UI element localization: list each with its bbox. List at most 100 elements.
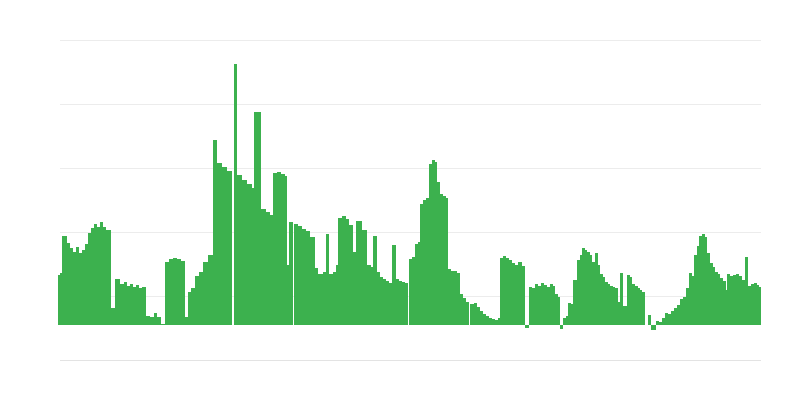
bar: [648, 315, 651, 325]
bar: [592, 262, 595, 325]
bar: [580, 255, 582, 325]
bar: [85, 244, 88, 325]
bar: [603, 277, 605, 325]
bar: [133, 287, 136, 325]
bar: [474, 303, 477, 325]
bar: [605, 282, 608, 325]
bar: [671, 311, 674, 325]
bar: [463, 298, 466, 325]
bar: [130, 284, 133, 325]
bar: [480, 311, 483, 325]
bar: [532, 288, 535, 325]
bar: [553, 286, 555, 325]
bar: [154, 313, 157, 325]
bar: [571, 304, 573, 325]
bar: [88, 233, 91, 325]
bar: [498, 318, 500, 325]
bar: [392, 245, 396, 325]
bar: [373, 236, 377, 325]
bar: [323, 272, 326, 325]
bar: [748, 286, 751, 325]
bar: [547, 287, 550, 325]
bar: [568, 303, 571, 325]
bar: [742, 280, 745, 325]
bar: [222, 167, 227, 325]
bar: [142, 287, 146, 325]
bar: [759, 287, 761, 325]
bar: [247, 184, 252, 325]
bar: [509, 260, 512, 325]
bar: [736, 274, 739, 325]
gridline: [60, 360, 761, 361]
bar: [169, 259, 173, 325]
bar: [289, 222, 293, 325]
bar: [702, 234, 705, 325]
bar: [188, 292, 191, 325]
bar: [582, 248, 585, 325]
bar: [623, 306, 627, 325]
bar: [466, 302, 469, 325]
bar: [261, 209, 266, 325]
bar: [618, 302, 620, 325]
bar: [518, 262, 522, 325]
bar: [489, 318, 492, 325]
bar: [689, 273, 692, 325]
bar: [415, 244, 418, 325]
bar: [383, 279, 386, 325]
bar: [405, 283, 408, 325]
bar: [656, 321, 659, 325]
bar: [715, 272, 718, 325]
bar: [610, 286, 613, 325]
bar: [252, 188, 254, 325]
bar: [538, 286, 541, 325]
bar: [674, 308, 677, 325]
bar: [477, 307, 480, 325]
bar: [106, 230, 111, 325]
bar: [677, 305, 680, 325]
bar: [338, 218, 342, 325]
bar: [451, 271, 454, 325]
gridline: [60, 232, 761, 233]
bar: [686, 288, 689, 325]
bar: [115, 279, 120, 325]
bar: [483, 314, 486, 325]
bar: [492, 319, 495, 325]
bar: [409, 259, 412, 325]
bar: [82, 250, 85, 325]
bar: [727, 274, 730, 325]
bar: [97, 227, 100, 325]
bar: [640, 290, 642, 325]
bar: [535, 284, 538, 325]
bar: [590, 255, 592, 325]
bar: [697, 246, 699, 325]
bar: [754, 283, 757, 325]
bar: [683, 297, 686, 325]
bar: [638, 288, 640, 325]
bar: [173, 258, 177, 325]
bar: [254, 112, 261, 325]
bar: [94, 224, 97, 325]
bar: [733, 275, 736, 325]
bar: [146, 316, 150, 325]
bar: [707, 253, 710, 325]
bar: [412, 257, 415, 325]
bar: [563, 318, 566, 325]
bar: [662, 318, 665, 325]
bar: [70, 248, 73, 325]
gridline: [60, 168, 761, 169]
bar: [356, 221, 362, 325]
bar: [127, 286, 130, 325]
bar: [429, 164, 432, 325]
bar: [720, 278, 723, 325]
bar: [506, 258, 509, 325]
bar: [362, 230, 367, 325]
bar: [377, 272, 380, 325]
bar: [573, 280, 577, 325]
bar: [544, 285, 547, 325]
bar: [710, 263, 713, 325]
bar: [124, 282, 127, 325]
bar: [446, 198, 448, 325]
bar: [396, 279, 399, 325]
bar: [79, 253, 82, 325]
bar: [294, 224, 298, 325]
